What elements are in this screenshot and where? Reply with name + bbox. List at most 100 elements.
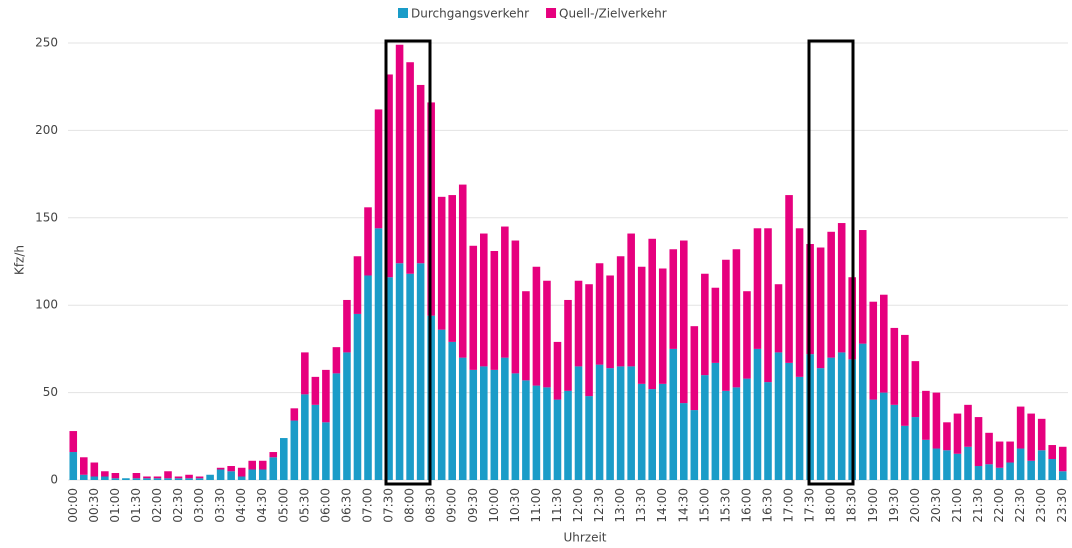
bar-segment: [332, 347, 341, 374]
bar-segment: [532, 385, 541, 480]
bar-segment: [774, 284, 783, 353]
x-tick-label: 13:30: [634, 488, 648, 523]
x-tick-label: 05:30: [297, 488, 311, 523]
bar-segment: [690, 410, 699, 480]
bar-segment: [322, 422, 330, 480]
bar-segment: [143, 476, 151, 479]
bar-segment: [448, 341, 456, 480]
bar-segment: [532, 266, 541, 386]
x-tick-label: 08:00: [403, 488, 417, 523]
bar-segment: [69, 452, 78, 480]
y-tick-label: 250: [35, 36, 58, 50]
bar-segment: [80, 474, 88, 480]
bar-segment: [1048, 445, 1056, 460]
bar-segment: [669, 348, 678, 480]
bar-segment: [501, 357, 509, 480]
bar-segment: [374, 109, 383, 229]
bar-segment: [174, 478, 183, 480]
bar-segment: [258, 460, 267, 470]
x-tick-label: 00:00: [66, 488, 80, 523]
legend-swatch: [398, 8, 408, 18]
bar-segment: [511, 373, 520, 480]
bar-segment: [711, 362, 720, 480]
bar-segment: [290, 408, 299, 421]
x-tick-label: 16:00: [739, 488, 753, 523]
x-tick-label: 20:00: [908, 488, 922, 523]
bar-segment: [680, 403, 688, 480]
bar-segment: [248, 460, 256, 470]
highlight-morning: [384, 39, 432, 486]
bar-segment: [1006, 462, 1014, 480]
bar-segment: [469, 245, 478, 370]
bar-segment: [574, 366, 583, 480]
bar-segment: [911, 417, 920, 480]
bar-segment: [522, 380, 530, 480]
bar-segment: [1058, 446, 1067, 472]
x-tick-label: 20:30: [929, 488, 943, 523]
x-tick-label: 22:30: [1013, 488, 1027, 523]
bar-segment: [764, 382, 772, 480]
bar-segment: [164, 471, 172, 479]
bar-segment: [732, 249, 741, 388]
bar-segment: [964, 446, 972, 480]
bar-segment: [227, 471, 235, 480]
bar-segment: [122, 478, 130, 480]
x-tick-label: 06:30: [339, 488, 353, 523]
bar-segment: [974, 466, 983, 480]
bar-segment: [932, 448, 941, 480]
bar-segment: [174, 476, 183, 479]
bar-segment: [301, 394, 309, 480]
bar-segment: [153, 478, 162, 480]
bar-segment: [1037, 450, 1046, 480]
bar-segment: [711, 287, 720, 363]
bar-segment: [574, 280, 583, 367]
bar-segment: [164, 478, 172, 480]
bar-segment: [480, 233, 488, 367]
x-tick-label: 14:00: [655, 488, 669, 523]
bar-segment: [311, 376, 320, 405]
bar-segment: [543, 280, 551, 388]
bar-segment: [69, 431, 78, 453]
bar-segment: [943, 422, 951, 451]
x-tick-label: 15:30: [718, 488, 732, 523]
bar-segment: [669, 249, 678, 349]
bar-segment: [343, 352, 351, 480]
y-tick-label: 50: [43, 385, 58, 399]
bar-segment: [722, 390, 730, 480]
bar-segment: [637, 266, 646, 384]
bar-segment: [827, 231, 835, 358]
bar-segment: [564, 390, 572, 480]
x-tick-label: 11:00: [529, 488, 543, 523]
bar-segment: [616, 256, 625, 367]
bar-segment: [732, 387, 741, 480]
bar-segment: [395, 44, 404, 264]
y-tick-label: 150: [35, 210, 58, 224]
bar-segment: [111, 478, 120, 480]
bar-segment: [395, 263, 404, 480]
bar-segment: [385, 74, 393, 278]
y-axis-title: Kfz/h: [13, 245, 27, 275]
legend-swatch: [546, 8, 557, 18]
bar-segment: [311, 404, 320, 480]
x-tick-label: 22:00: [992, 488, 1006, 523]
bar-segment: [953, 413, 962, 454]
bar-segment: [111, 473, 120, 479]
bar-segment: [185, 478, 193, 480]
x-tick-label: 18:00: [824, 488, 838, 523]
bar-segment: [258, 469, 267, 480]
bar-segment: [216, 467, 225, 470]
bar-segment: [722, 259, 730, 391]
plot-area: 0 50 100 150 200 250 00:00 00:30 01:00 01:30 02:00…: [35, 36, 1069, 523]
bar-segment: [195, 478, 204, 480]
bar-segment: [922, 390, 930, 440]
bar-segment: [701, 273, 709, 376]
y-tick-label: 100: [35, 298, 58, 312]
bar-segment: [627, 233, 635, 367]
bar-segment: [858, 230, 867, 344]
bar-segment: [564, 299, 572, 391]
x-tick-label: 21:30: [971, 488, 985, 523]
bar-segment: [901, 334, 909, 426]
bar-segment: [248, 469, 256, 480]
bar-segment: [606, 275, 614, 369]
x-tick-label: 07:30: [382, 488, 396, 523]
